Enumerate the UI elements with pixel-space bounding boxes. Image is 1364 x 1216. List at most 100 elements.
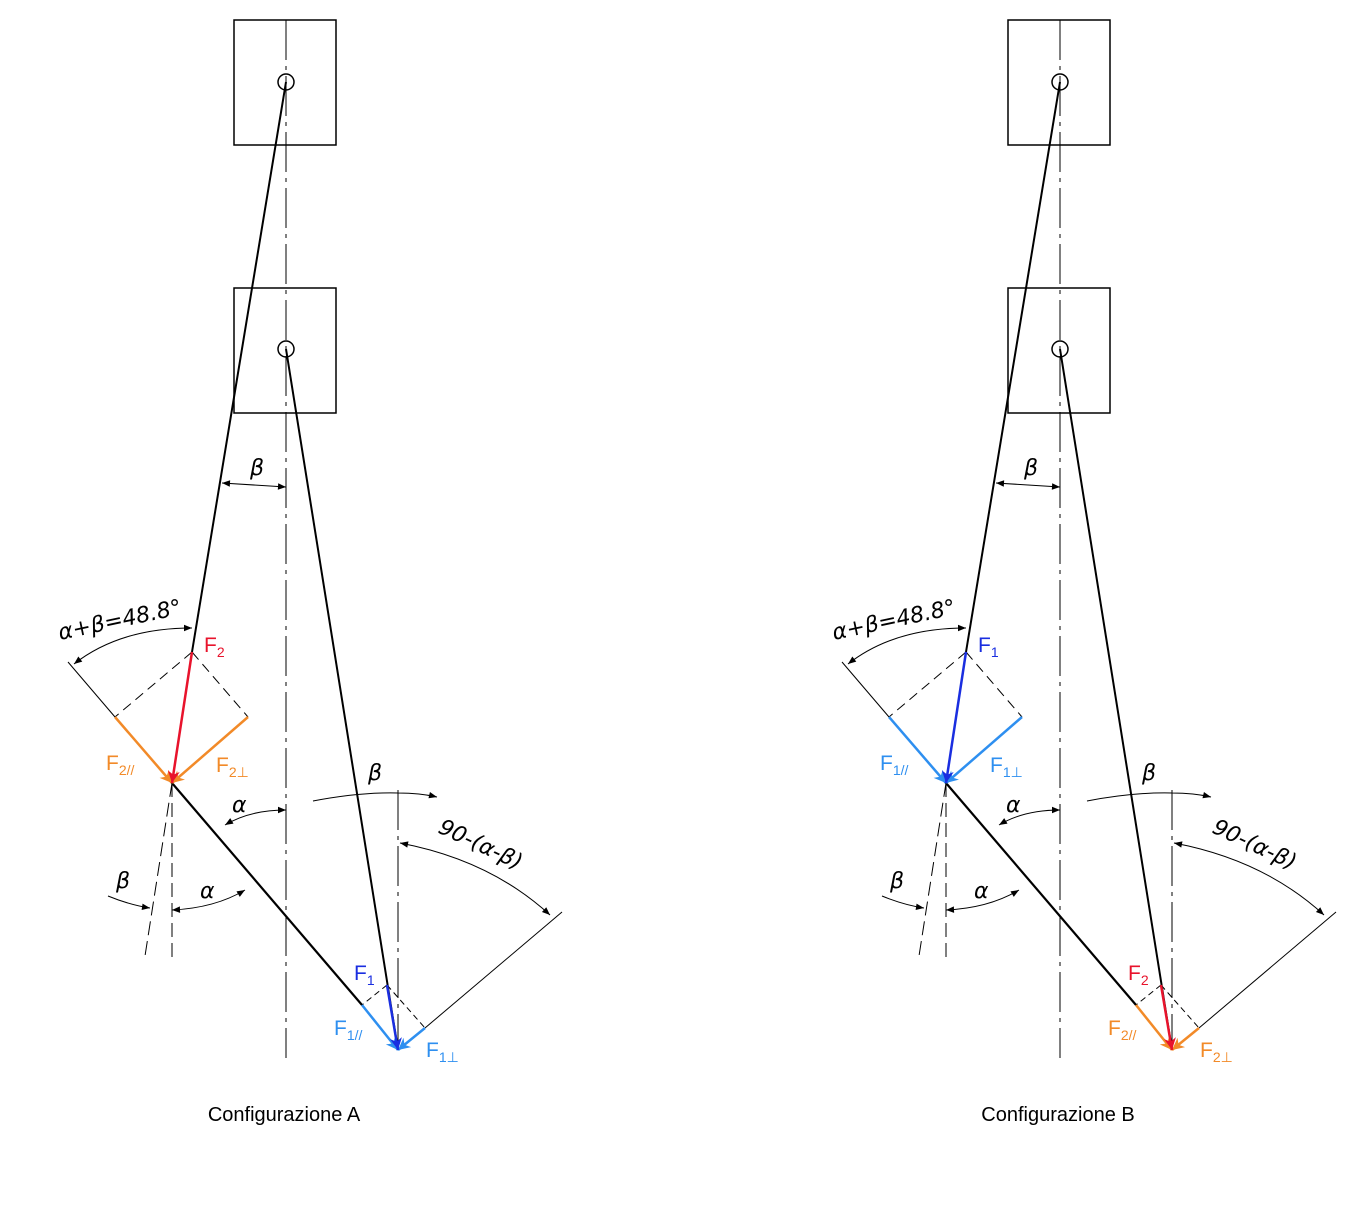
- force-label: F1//: [334, 1017, 363, 1043]
- force-label-sub: 1: [991, 644, 999, 660]
- force-label-base: F: [354, 962, 367, 985]
- construction-line: [888, 651, 967, 718]
- dim-arc: [171, 889, 246, 913]
- rod: [171, 782, 363, 1006]
- force-component: [171, 716, 249, 784]
- construction-line: [1135, 984, 1162, 1006]
- dim-line: [221, 480, 287, 490]
- force-label: F1//: [880, 752, 909, 778]
- dim-arc: [945, 889, 1020, 913]
- force-component: [1171, 1027, 1200, 1051]
- angle-label: α: [1006, 793, 1021, 818]
- force-label-sub: 1⊥: [439, 1049, 459, 1065]
- force-component: [397, 1027, 426, 1051]
- angle-label: α: [974, 879, 989, 904]
- angle-label: 90-(α-β): [1208, 815, 1300, 876]
- caption: Configurazione A: [208, 1104, 361, 1126]
- angle-label: β: [1141, 761, 1156, 786]
- force-arrow: [941, 651, 968, 784]
- pulley-box: [233, 287, 337, 414]
- caption: Configurazione B: [981, 1104, 1134, 1126]
- force-label-sub: 2//: [119, 762, 135, 778]
- force-label-base: F: [880, 752, 893, 775]
- angle-label: 90-(α-β): [434, 815, 526, 876]
- pulley-box: [1007, 19, 1111, 146]
- cable: [285, 348, 399, 1051]
- angle-label: β: [889, 869, 904, 894]
- force-label-sub: 1⊥: [1003, 764, 1023, 780]
- force-label-sub: 2⊥: [229, 764, 249, 780]
- dim-arc: [1173, 841, 1325, 916]
- dim-arc: [399, 841, 551, 916]
- extension-line: [424, 911, 563, 1029]
- construction-line: [114, 651, 193, 718]
- force-label-base: F: [978, 634, 991, 657]
- force-label: F1: [978, 634, 999, 660]
- force-label-base: F: [334, 1017, 347, 1040]
- force-label: F1⊥: [990, 754, 1023, 780]
- force-label-base: F: [1200, 1039, 1213, 1062]
- angle-label: α+β=48.8°: [56, 595, 184, 646]
- force-label-sub: 2: [217, 644, 225, 660]
- angle-label: β: [249, 456, 264, 481]
- rod: [945, 782, 1137, 1006]
- force-label-base: F: [106, 752, 119, 775]
- angle-label: α: [232, 793, 247, 818]
- dim-line: [995, 480, 1061, 490]
- construction-line: [918, 782, 947, 957]
- force-label-sub: 2⊥: [1213, 1049, 1233, 1065]
- force-label-sub: 2: [1141, 972, 1149, 988]
- cable: [965, 81, 1061, 653]
- dim-arc: [73, 624, 193, 665]
- cable: [191, 81, 287, 653]
- angle-label: β: [1023, 456, 1038, 481]
- force-arrow: [385, 984, 402, 1051]
- construction-line: [191, 651, 249, 718]
- force-label-sub: 2//: [1121, 1027, 1137, 1043]
- force-label-base: F: [204, 634, 217, 657]
- force-label-sub: 1//: [347, 1027, 363, 1043]
- dim-arc: [224, 806, 287, 826]
- construction-line: [361, 984, 388, 1006]
- force-label: F2⊥: [216, 754, 249, 780]
- cable: [1059, 348, 1173, 1051]
- force-label-sub: 1: [367, 972, 375, 988]
- pulley-box: [233, 19, 337, 146]
- force-label-base: F: [1108, 1017, 1121, 1040]
- force-component: [114, 716, 173, 784]
- dim-arc: [312, 792, 438, 802]
- construction-line: [965, 651, 1023, 718]
- force-label: F1: [354, 962, 375, 988]
- construction-line: [144, 782, 173, 957]
- force-component: [945, 716, 1023, 784]
- dim-arc: [847, 624, 967, 665]
- force-arrow: [167, 651, 194, 784]
- angle-label: α+β=48.8°: [830, 595, 958, 646]
- angle-label: β: [115, 869, 130, 894]
- force-label: F2: [1128, 962, 1149, 988]
- force-component: [888, 716, 947, 784]
- force-label-base: F: [426, 1039, 439, 1062]
- extension-line: [841, 661, 890, 718]
- pulley-box: [1007, 287, 1111, 414]
- force-label: F2⊥: [1200, 1039, 1233, 1065]
- dim-arc: [1086, 792, 1212, 802]
- dim-arc: [998, 806, 1061, 826]
- force-label: F1⊥: [426, 1039, 459, 1065]
- dim-arc: [107, 895, 151, 910]
- force-label-sub: 1//: [893, 762, 909, 778]
- force-label-base: F: [216, 754, 229, 777]
- angle-label: β: [367, 761, 382, 786]
- force-label-base: F: [1128, 962, 1141, 985]
- force-label: F2//: [106, 752, 135, 778]
- dim-arc: [881, 895, 925, 910]
- extension-line: [67, 661, 116, 718]
- force-label: F2: [204, 634, 225, 660]
- force-label: F2//: [1108, 1017, 1137, 1043]
- angle-label: α: [200, 879, 215, 904]
- extension-line: [1198, 911, 1337, 1029]
